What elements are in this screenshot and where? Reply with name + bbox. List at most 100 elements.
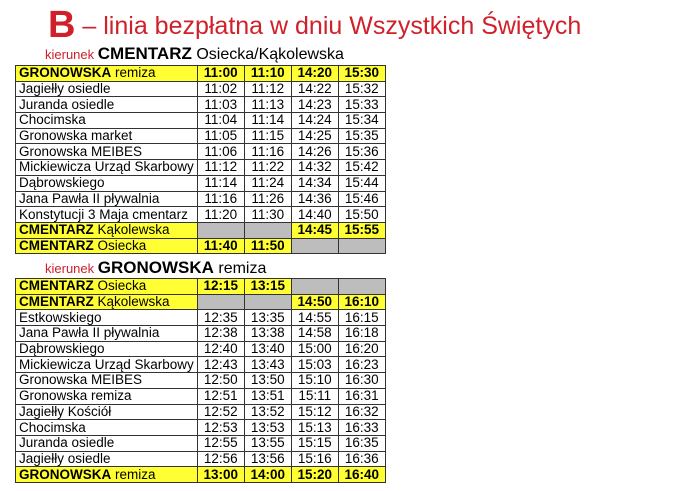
departure-time: 15:10 [290,372,339,389]
stop-name-text: Jana Pawła II pływalnia [19,190,160,206]
page-title: B – linia bezpłatna w dniu Wszystkich Św… [48,4,581,47]
stop-name-bold: CMENTARZ [19,278,94,294]
table-row: Gronowska MEIBES 12:50 13:50 15:10 16:30 [15,372,386,389]
departure-time: 12:15 [196,278,245,295]
table-row: Gronowska market 11:05 11:15 14:25 15:35 [15,127,386,145]
table-row: Estkowskiego 12:35 13:35 14:55 16:15 [15,309,386,327]
departure-time: 16:35 [337,434,386,452]
stop-name-text: Dąbrowskiego [19,341,105,357]
departure-time: 15:35 [337,127,386,145]
departure-time: 16:20 [337,340,386,358]
table-row: Chocimska 11:04 11:14 14:24 15:34 [15,112,386,129]
table-row: Jagiełły osiedle 12:56 13:56 15:16 16:36 [15,450,386,468]
title-text: – linia bezpłatna w dniu Wszystkich Świę… [75,12,582,40]
table-row: Gronowska remiza 12:51 13:51 15:11 16:31 [15,387,386,405]
empty-cell [337,278,386,295]
table-row: Dąbrowskiego 12:40 13:40 15:00 16:20 [15,340,386,358]
stop-name-text: Jana Pawła II pływalnia [19,325,160,341]
stop-name-text: Kąkolewska [93,222,170,238]
departure-time: 11:22 [243,159,292,176]
departure-time: 14:00 [243,466,292,483]
stop-name-text: remiza [111,466,156,482]
departure-time: 11:50 [243,237,292,255]
stop-name: Gronowska market [15,127,198,145]
table-row: Jagiełły Kościół 12:52 13:52 15:12 16:32 [15,403,386,421]
departure-time: 14:34 [290,174,339,192]
departure-time: 14:23 [290,96,339,114]
direction-heading-1: kierunek CMENTARZ Osiecka/Kąkolewska [45,44,344,64]
table-row: GRONOWSKA remiza 11:00 11:10 14:20 15:30 [15,65,386,82]
stop-name-text: Gronowska MEIBES [19,143,143,159]
direction-prefix: kierunek [45,47,98,62]
departure-time: 16:10 [337,293,386,311]
stop-name-bold: GRONOWSKA [19,65,112,81]
stop-name: Chocimska [15,112,198,129]
stop-name-text: Gronowska remiza [19,388,132,404]
table-row: Jana Pawła II pływalnia 11:16 11:26 14:36 15… [15,190,386,208]
stop-name-bold: CMENTARZ [19,237,94,253]
stop-name: Gronowska MEIBES [15,372,198,389]
table-row: GRONOWSKA remiza 13:00 14:00 15:20 16:40 [15,466,386,483]
stop-name-text: Mickiewicza Urząd Skarbowy [19,159,194,175]
empty-cell [243,221,292,239]
stop-name-text: Juranda osiedle [19,435,115,451]
table-row: CMENTARZ Osiecka 12:15 13:15 [15,278,386,295]
stop-name: Gronowska MEIBES [15,143,198,161]
table-row: Konstytucji 3 Maja cmentarz 11:20 11:30 14:… [15,206,386,223]
departure-time: 12:35 [196,309,245,327]
stop-name-text: remiza [111,65,156,81]
departure-time: 13:53 [243,419,292,436]
departure-time: 14:24 [290,112,339,129]
stop-name-text: Kąkolewska [93,294,170,310]
empty-cell [290,278,339,295]
departure-time: 14:45 [290,221,339,239]
stop-name-bold: CMENTARZ [19,222,94,238]
departure-time: 12:43 [196,356,245,374]
stop-name: Jana Pawła II pływalnia [15,190,198,208]
table-row: CMENTARZ Kąkolewska 14:45 15:55 [15,221,386,239]
departure-time: 11:30 [243,206,292,223]
departure-time: 12:55 [196,434,245,452]
direction-bold: GRONOWSKA [97,258,214,277]
departure-time: 14:36 [290,190,339,208]
departure-time: 13:35 [243,309,292,327]
stop-name-text: Chocimska [19,419,86,435]
direction-heading-2: kierunek GRONOWSKA remiza [45,258,266,278]
table-row: Juranda osiedle 11:03 11:13 14:23 15:33 [15,96,386,114]
departure-time: 15:13 [290,419,339,436]
departure-time: 11:12 [196,159,245,176]
empty-cell [196,221,245,239]
stop-name: GRONOWSKA remiza [15,466,198,483]
departure-time: 14:40 [290,206,339,223]
departure-time: 14:32 [290,159,339,176]
departure-time: 14:58 [290,325,339,342]
departure-time: 15:44 [337,174,386,192]
departure-time: 15:20 [290,466,339,483]
departure-time: 16:33 [337,419,386,436]
departure-time: 15:32 [337,80,386,98]
table-row: CMENTARZ Osiecka 11:40 11:50 [15,237,386,255]
departure-time: 16:31 [337,387,386,405]
departure-time: 14:22 [290,80,339,98]
departure-time: 15:42 [337,159,386,176]
departure-time: 11:02 [196,80,245,98]
table-row: Jagiełły osiedle 11:02 11:12 14:22 15:32 [15,80,386,98]
stop-name: Estkowskiego [15,309,198,327]
departure-time: 16:18 [337,325,386,342]
departure-time: 12:51 [196,387,245,405]
departure-time: 14:50 [290,293,339,311]
empty-cell [290,237,339,255]
departure-time: 11:15 [243,127,292,145]
departure-time: 12:56 [196,450,245,468]
stop-name: CMENTARZ Osiecka [15,278,198,295]
stop-name: CMENTARZ Kąkolewska [15,293,198,311]
stop-name-text: Gronowska MEIBES [19,372,143,388]
stop-name: Jana Pawła II pływalnia [15,325,198,342]
departure-time: 15:50 [337,206,386,223]
stop-name-text: Osiecka [93,278,147,294]
stop-name: Juranda osiedle [15,96,198,114]
stop-name-text: Mickiewicza Urząd Skarbowy [19,356,194,372]
stop-name: Jagiełły osiedle [15,450,198,468]
direction-rest: remiza [213,260,267,277]
departure-time: 11:26 [243,190,292,208]
